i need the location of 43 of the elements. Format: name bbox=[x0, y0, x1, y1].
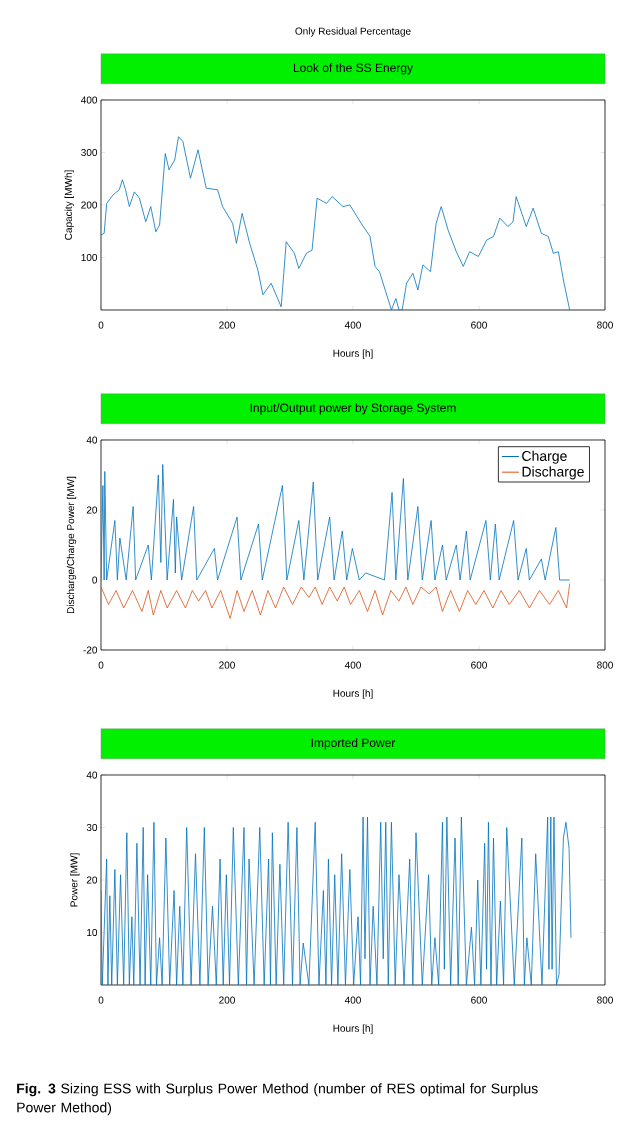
y-tick-label: 200 bbox=[81, 201, 98, 209]
x-tick-label: 0 bbox=[98, 321, 104, 329]
chart-subtitle: Only Residual Percentage bbox=[295, 27, 411, 37]
chart-title: Look of the SS Energy bbox=[293, 63, 413, 75]
text: Fig. 3 Sizing ESS with Surplus Power Method (number of RES optimal for Surplus Power Method) bbox=[17, 1083, 538, 1116]
y-tick-label: 300 bbox=[81, 148, 98, 157]
x-tick-label: 800 bbox=[597, 661, 613, 669]
x-tick-label: 800 bbox=[597, 996, 613, 1004]
line-series bbox=[101, 816, 572, 985]
y-tick-label: 40 bbox=[86, 771, 98, 779]
y-tick-label: 30 bbox=[86, 823, 98, 832]
x-tick-label: 600 bbox=[471, 996, 487, 1004]
x-tick-label: 200 bbox=[219, 996, 235, 1004]
x-tick-label: 0 bbox=[98, 661, 104, 669]
legend-label: Charge bbox=[522, 450, 567, 464]
chart-title: Imported Power bbox=[311, 738, 396, 750]
x-tick-label: 200 bbox=[219, 321, 235, 329]
y-axis-title: Discharge/Charge Power [MW] bbox=[66, 476, 77, 614]
x-tick-label: 600 bbox=[471, 321, 487, 329]
x-tick-label: 400 bbox=[344, 996, 361, 1004]
line-series bbox=[101, 583, 571, 619]
chart-title: Input/Output power by Storage System bbox=[250, 403, 456, 415]
y-tick-label: 20 bbox=[86, 876, 98, 884]
x-axis-title: Hours [h] bbox=[333, 689, 373, 699]
y-tick-label: -20 bbox=[83, 646, 98, 654]
x-tick-label: 200 bbox=[219, 661, 235, 669]
y-axis-title: Power [MW] bbox=[70, 853, 80, 907]
y-tick-label: 40 bbox=[86, 436, 98, 444]
x-axis-title: Hours [h] bbox=[333, 1024, 373, 1034]
y-tick-label: 100 bbox=[81, 253, 98, 262]
y-tick-label: 400 bbox=[81, 96, 98, 104]
y-axis-title: Capacity [MWh] bbox=[64, 170, 74, 240]
y-tick-label: 20 bbox=[86, 506, 98, 514]
x-tick-label: 600 bbox=[471, 661, 487, 669]
y-tick-label: 10 bbox=[87, 928, 98, 937]
x-axis-title: Hours [h] bbox=[333, 349, 373, 359]
legend-label: Discharge bbox=[522, 466, 584, 480]
x-tick-label: 400 bbox=[344, 321, 361, 329]
x-tick-label: 800 bbox=[597, 321, 613, 329]
y-tick-label: 0 bbox=[92, 576, 98, 584]
x-tick-label: 400 bbox=[344, 661, 361, 669]
x-tick-label: 0 bbox=[98, 996, 104, 1004]
line-series bbox=[101, 136, 571, 310]
